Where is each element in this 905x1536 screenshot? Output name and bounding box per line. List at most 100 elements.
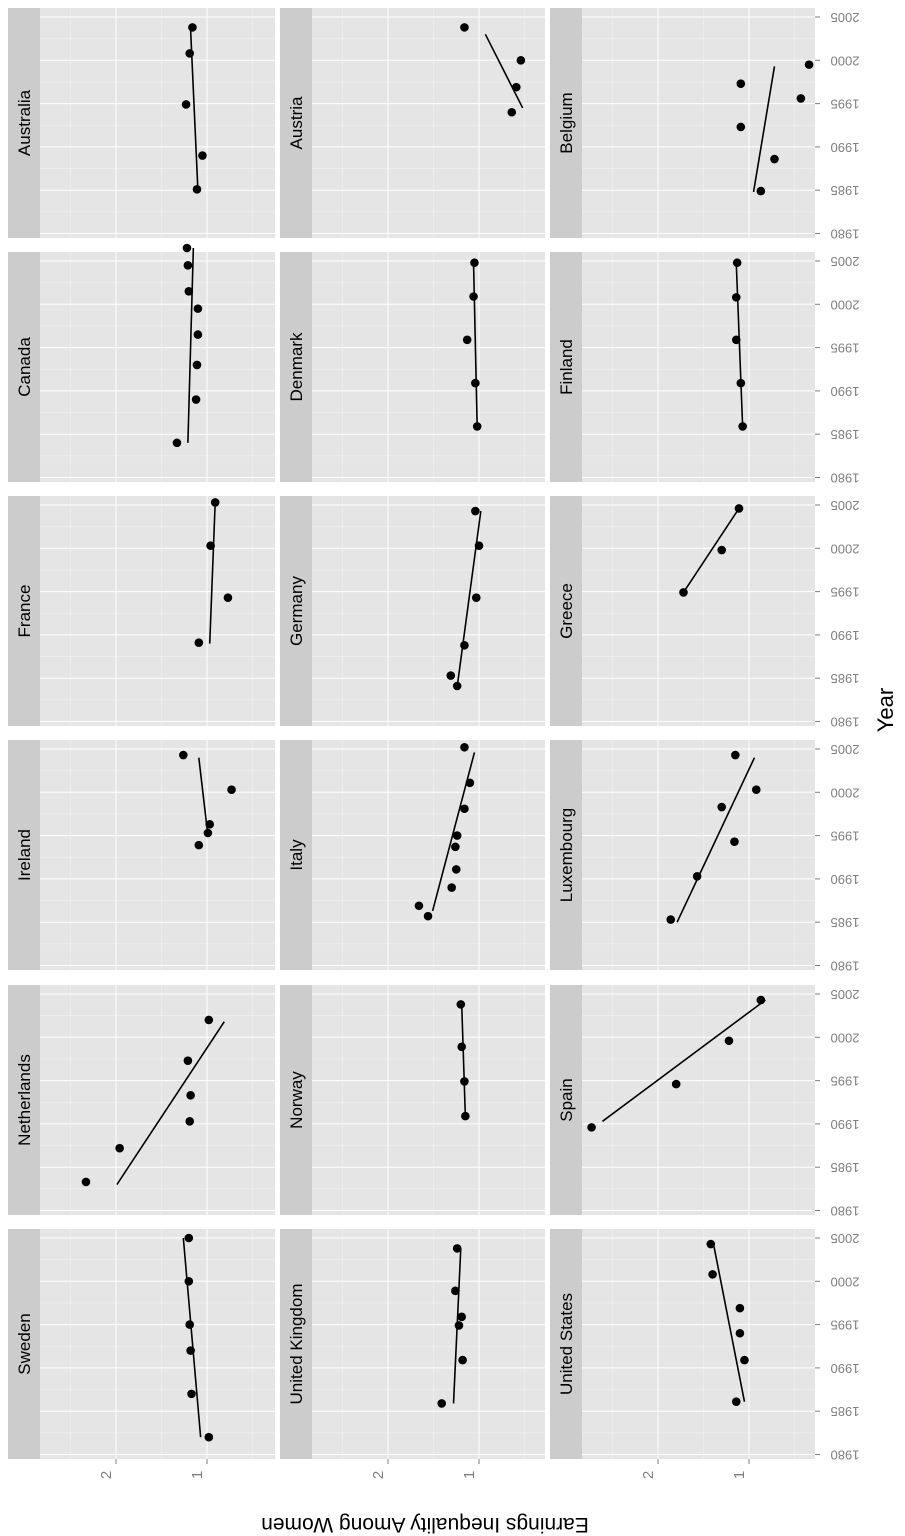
panel-strip-label: United Kingdom: [287, 1284, 306, 1405]
x-tick-label: 1990: [831, 384, 860, 399]
data-point: [736, 79, 746, 88]
data-point: [115, 1143, 124, 1153]
panel-austria: Austria: [280, 8, 545, 238]
panel-canada: Canada: [8, 243, 275, 482]
panel-background: [40, 496, 275, 726]
panel-background: [582, 8, 815, 238]
data-point: [735, 1303, 745, 1313]
fit-line: [712, 1243, 746, 1402]
data-point: [731, 293, 741, 302]
x-tick-label: 2000: [831, 297, 860, 312]
panel-strip: [8, 496, 40, 726]
data-point: [193, 304, 203, 313]
x-tick-label: 1980: [831, 1204, 860, 1219]
panel-strip: [280, 740, 312, 970]
data-point: [193, 330, 203, 339]
panel-background: [40, 8, 275, 238]
data-point: [460, 1077, 469, 1086]
data-point: [452, 831, 462, 840]
data-point: [458, 1355, 467, 1365]
data-point: [186, 1091, 195, 1100]
panel-strip-label: Greece: [557, 583, 576, 639]
data-point: [210, 498, 220, 507]
data-point: [751, 785, 761, 795]
panel-italy: Italy: [280, 740, 545, 970]
panel-strip: [550, 8, 582, 238]
data-point: [203, 828, 213, 838]
data-point: [194, 840, 204, 850]
fit-line: [752, 66, 776, 193]
data-point: [423, 911, 433, 921]
data-point: [184, 287, 194, 296]
data-point: [465, 778, 475, 788]
x-tick-label: 1980: [831, 959, 860, 974]
panel-united-kingdom: United Kingdom: [280, 1229, 545, 1459]
panel-background: [582, 496, 815, 726]
data-point: [734, 504, 744, 513]
data-point: [738, 422, 747, 431]
data-point: [181, 100, 191, 109]
y-tick-label: 2: [640, 1471, 657, 1479]
data-point: [454, 1321, 464, 1330]
x-tick-label: 1995: [831, 1318, 860, 1333]
y-tick-label: 2: [98, 1471, 115, 1479]
x-tick-label: 1985: [831, 1160, 860, 1175]
data-point: [708, 1270, 717, 1279]
data-point: [804, 60, 814, 69]
data-point: [731, 335, 741, 345]
panel-background: [582, 985, 815, 1215]
x-tick-label: 1990: [831, 628, 860, 643]
panel-strip: [550, 1229, 582, 1459]
panel-strip-label: United States: [557, 1293, 576, 1395]
data-point: [471, 506, 480, 516]
data-point: [206, 541, 215, 551]
data-point: [731, 1397, 741, 1406]
data-point: [460, 804, 469, 814]
data-point: [474, 541, 484, 551]
panel-strip-label: Belgium: [557, 92, 576, 153]
panel-background: [40, 1229, 275, 1459]
panel-luxembourg: Luxembourg: [550, 740, 815, 970]
panel-background: [312, 8, 545, 238]
data-point: [188, 23, 197, 32]
panel-strip: [8, 1229, 40, 1459]
data-point: [447, 883, 457, 892]
data-point: [736, 122, 746, 132]
x-tick-label: 1985: [831, 427, 860, 442]
data-point: [204, 1432, 214, 1442]
x-tick-label: 2000: [831, 53, 860, 68]
data-point: [437, 1399, 446, 1408]
x-tick-label: 1985: [831, 183, 860, 198]
data-point: [770, 154, 779, 164]
x-tick-label: 1990: [831, 140, 860, 155]
panel-strip-label: Italy: [287, 839, 306, 871]
panel-belgium: Belgium: [550, 8, 815, 238]
x-tick-label: 1980: [831, 227, 860, 242]
panel-sweden: Sweden: [8, 1229, 275, 1459]
data-point: [730, 837, 739, 846]
data-point: [472, 422, 482, 431]
data-point: [460, 23, 469, 32]
panel-background: [40, 740, 275, 970]
panel-strip: [550, 252, 582, 482]
panel-strip-label: Norway: [287, 1071, 306, 1129]
fit-line: [187, 247, 195, 443]
data-point: [587, 1123, 596, 1132]
fit-line: [116, 1021, 225, 1185]
panel-germany: Germany: [280, 496, 545, 726]
panel-strip: [280, 252, 312, 482]
data-point: [692, 872, 702, 881]
data-point: [187, 1389, 196, 1399]
panel-strip: [550, 985, 582, 1215]
x-tick-label: 1985: [831, 915, 860, 930]
data-point: [512, 82, 521, 92]
x-tick-label: 2005: [831, 498, 860, 513]
panel-netherlands: Netherlands: [8, 985, 275, 1215]
panel-strip-label: Canada: [15, 337, 34, 397]
panel-background: [312, 985, 545, 1215]
panel-strip: [8, 985, 40, 1215]
data-point: [451, 1286, 460, 1296]
panel-denmark: Denmark: [280, 252, 545, 482]
x-tick-label: 1990: [831, 872, 860, 887]
data-point: [460, 640, 469, 650]
